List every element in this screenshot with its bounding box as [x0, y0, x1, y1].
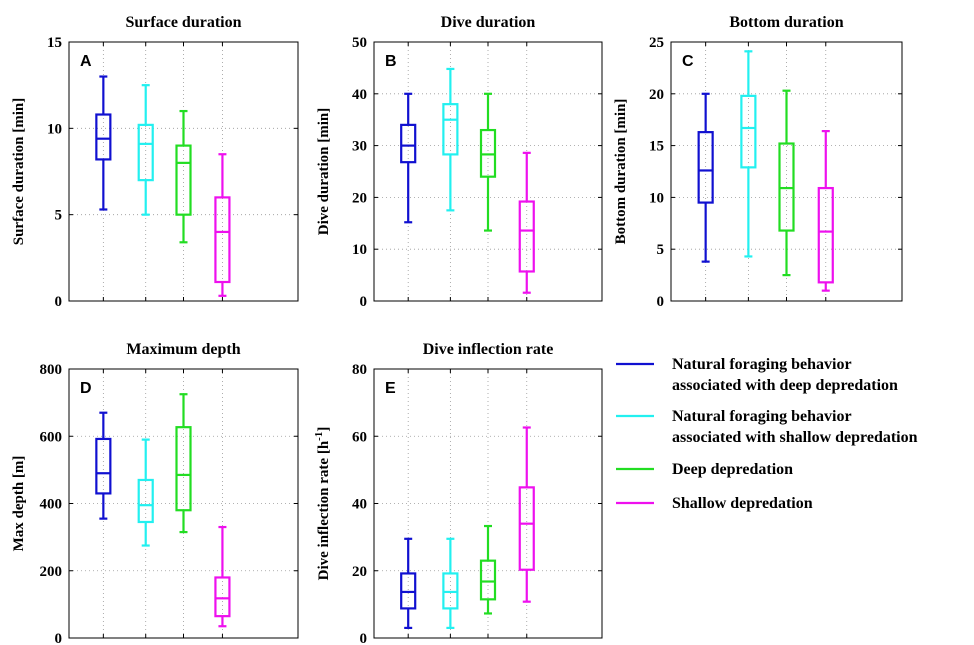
y-tick-label: 25 [649, 35, 664, 51]
box-1 [400, 92, 417, 224]
y-axis-label: Surface duration [min] [11, 98, 27, 246]
y-tick-label: 5 [55, 208, 63, 224]
panel-letter: A [80, 53, 92, 70]
legend-entry-4: Shallow depredation [616, 495, 813, 512]
y-tick-label: 20 [649, 87, 664, 103]
iqr-box [175, 426, 192, 512]
box-1 [95, 411, 112, 520]
panel-letter: D [80, 380, 92, 397]
y-tick-label: 15 [649, 139, 664, 155]
legend-entry-1: Natural foraging behavior associated with… [616, 356, 898, 394]
panel-E: 0 20 40 60 80 Dive inflection rate E Dive infle… [313, 341, 603, 645]
y-tick-label: 0 [360, 294, 368, 310]
y-tick-label: 30 [352, 139, 367, 155]
y-tick-label: 400 [40, 497, 63, 513]
box-2 [442, 67, 459, 212]
iqr-box [817, 186, 834, 284]
y-axis-label: Max depth [m] [11, 456, 27, 552]
y-tick-label: 5 [657, 242, 665, 258]
legend-label: associated with shallow depredation [672, 429, 918, 446]
iqr-box [214, 196, 231, 284]
box-3 [175, 393, 192, 534]
box-1 [95, 75, 112, 211]
y-tick-label: 20 [352, 564, 367, 580]
iqr-box [214, 576, 231, 618]
y-tick-label: 50 [352, 35, 367, 51]
panel-title: Bottom duration [729, 14, 843, 31]
y-tick-label: 0 [657, 294, 665, 310]
box-3 [778, 89, 795, 277]
legend-label: Natural foraging behavior [672, 408, 852, 425]
box-3 [479, 524, 497, 615]
box-3 [175, 109, 192, 244]
iqr-box [95, 113, 112, 161]
y-tick-label: 20 [352, 190, 367, 206]
box-2 [442, 537, 459, 630]
iqr-box [518, 200, 535, 273]
y-tick-label: 10 [649, 190, 664, 206]
y-tick-label: 0 [55, 294, 63, 310]
box-4 [214, 153, 231, 297]
panel-title: Maximum depth [126, 341, 240, 358]
y-tick-label: 0 [360, 631, 368, 645]
panel-C: 0 5 10 15 20 25 Bottom duration C Bottom duratio… [613, 14, 903, 310]
y-tick-label: 80 [352, 362, 367, 378]
legend-label: Natural foraging behavior [672, 356, 852, 373]
box-4 [518, 426, 535, 603]
panel-letter: B [385, 53, 397, 70]
y-tick-label: 15 [47, 35, 62, 51]
y-tick-label: 0 [55, 631, 63, 645]
y-tick-label: 40 [352, 497, 367, 513]
legend-label: Shallow depredation [672, 495, 813, 512]
y-axis-label: Dive inflection rate [h-1] [313, 427, 332, 581]
box-1 [400, 537, 417, 630]
iqr-box [479, 559, 497, 601]
iqr-box [442, 103, 459, 156]
y-tick-label: 60 [352, 429, 367, 445]
iqr-box [740, 94, 757, 169]
panel-letter: C [682, 53, 694, 70]
y-tick-label: 800 [40, 362, 63, 378]
legend-label: Deep depredation [672, 461, 793, 478]
panel-B: 0 10 20 30 40 50 Dive duration B Dive duration [… [316, 14, 603, 310]
panel-D: 0 200 400 600 800 Maximum depth D Max depth [m] [11, 341, 299, 645]
y-tick-label: 200 [40, 564, 63, 580]
y-tick-label: 600 [40, 429, 63, 445]
panel-letter: E [385, 380, 396, 397]
iqr-box [137, 478, 154, 524]
legend-label: associated with deep depredation [672, 377, 898, 394]
legend: Natural foraging behavior associated with… [616, 356, 918, 512]
y-tick-label: 10 [352, 242, 367, 258]
box-3 [479, 92, 497, 232]
iqr-box [137, 123, 154, 182]
y-axis-label: Dive duration [min] [316, 108, 332, 236]
box-2 [740, 50, 757, 258]
box-4 [214, 525, 231, 628]
box-2 [137, 438, 154, 547]
legend-entry-2: Natural foraging behavior associated with… [616, 408, 918, 446]
iqr-box [95, 437, 112, 495]
iqr-box [400, 123, 417, 164]
panel-A: 0 5 10 15 Surface duration A Surface duration … [11, 14, 299, 310]
iqr-box [697, 131, 714, 204]
box-4 [518, 151, 535, 294]
panel-title: Dive inflection rate [423, 341, 554, 358]
legend-entry-3: Deep depredation [616, 461, 793, 478]
box-4 [817, 129, 834, 292]
box-2 [137, 84, 154, 216]
y-tick-label: 40 [352, 87, 367, 103]
y-tick-label: 10 [47, 121, 62, 137]
panel-title: Dive duration [441, 14, 536, 31]
panel-title: Surface duration [126, 14, 242, 31]
y-axis-label: Bottom duration [min] [613, 99, 629, 245]
iqr-box [518, 486, 535, 571]
iqr-box [175, 144, 192, 216]
box-1 [697, 92, 714, 263]
